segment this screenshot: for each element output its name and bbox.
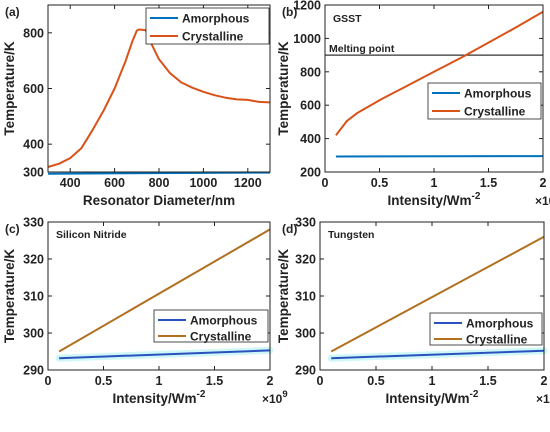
plot-area	[320, 222, 544, 370]
x-axis-label-exponent: -2	[472, 191, 481, 202]
legend-label-amorphous: Amorphous	[466, 317, 534, 331]
y-tick-label: 300	[23, 166, 44, 180]
legend-label-amorphous: Amorphous	[190, 314, 258, 328]
y-axis-label: Temperature/K	[2, 249, 17, 344]
x-tick-label: 0.5	[367, 374, 384, 388]
x-axis-multiplier: ×109	[535, 191, 550, 208]
x-tick-label: 1.5	[480, 176, 497, 190]
y-tick-label: 600	[23, 82, 44, 96]
series-line-amorphous	[331, 349, 545, 360]
x-tick-label: 400	[60, 176, 81, 190]
series-line-crystalline	[330, 235, 545, 353]
x-tick-label: 0.5	[95, 374, 112, 388]
legend: Amorphous Crystalline	[153, 309, 269, 344]
x-tick-label: 0.5	[371, 176, 388, 190]
series-line-amorphous	[47, 171, 271, 175]
series-line-crystalline	[58, 228, 271, 353]
chart-panel-2: Melting point 0 0.5 1 1.5 2 200 400 600 800 1000 12…	[276, 0, 550, 208]
x-tick-label: 1.5	[206, 374, 223, 388]
x-axis-multiplier: ×109	[536, 389, 550, 406]
legend-label-crystalline: Crystalline	[466, 333, 528, 347]
x-tick-label: 1200	[234, 176, 262, 190]
y-tick-label: 200	[300, 166, 321, 180]
x-axis-multiplier: ×109	[262, 389, 288, 406]
x-axis-label: Intensity/Wm-2	[388, 191, 481, 208]
y-tick-label: 400	[23, 138, 44, 152]
x-axis-label: Resonator Diameter/nm	[83, 193, 235, 208]
x-tick-label: 0	[317, 374, 324, 388]
x-tick-label: 800	[149, 176, 170, 190]
legend-label-crystalline: Crystalline	[182, 30, 244, 44]
panel-label: (d)	[282, 222, 297, 236]
x-tick-label: 1	[431, 176, 438, 190]
legend-box	[145, 7, 270, 45]
y-axis-label: Temperature/K	[276, 41, 291, 136]
y-axis-label: Temperature/K	[2, 41, 17, 136]
legend-label-amorphous: Amorphous	[182, 12, 250, 26]
inset-material-label: GSST	[333, 13, 362, 25]
x-tick-label: 1.5	[479, 374, 496, 388]
y-tick-label: 290	[23, 364, 44, 378]
y-tick-label: 320	[23, 253, 44, 267]
x-axis-label: Intensity/Wm-2	[386, 389, 479, 406]
series-line-crystalline	[335, 10, 544, 136]
x-tick-label: 2	[267, 374, 274, 388]
y-tick-label: 330	[23, 216, 44, 230]
panel-label: (a)	[5, 5, 20, 19]
legend-box	[427, 82, 542, 120]
x-tick-label: 600	[104, 176, 125, 190]
y-tick-label: 330	[295, 216, 316, 230]
legend: Amorphous Crystalline	[145, 7, 270, 45]
inset-material-label: Silicon Nitride	[56, 229, 127, 241]
legend-label-crystalline: Crystalline	[190, 330, 252, 344]
legend-label-crystalline: Crystalline	[464, 105, 526, 119]
chart-panel-1: 400 600 800 1000 1200 300 400 600 800 Temperature…	[2, 4, 271, 208]
x-axis-label-exponent: -2	[197, 389, 206, 400]
y-tick-label: 600	[300, 99, 321, 113]
x-tick-label: 2	[541, 374, 548, 388]
chart-panel-4: 0 0.5 1 1.5 2 290 300 310 320 330 Temperature/K Int…	[276, 216, 550, 407]
legend: Amorphous Crystalline	[427, 82, 542, 120]
y-tick-label: 320	[295, 253, 316, 267]
y-tick-label: 800	[23, 26, 44, 40]
y-tick-label: 1000	[293, 32, 321, 46]
y-tick-label: 400	[300, 132, 321, 146]
legend-box	[153, 309, 269, 343]
x-tick-label: 1	[156, 374, 163, 388]
y-tick-label: 310	[295, 290, 316, 304]
legend-label-amorphous: Amorphous	[464, 87, 532, 101]
x-tick-label: 1000	[189, 176, 217, 190]
y-tick-label: 300	[23, 327, 44, 341]
inset-material-label: Tungsten	[328, 229, 374, 241]
y-tick-label: 310	[23, 290, 44, 304]
panel-label: (c)	[5, 222, 20, 236]
plot-area	[48, 222, 270, 370]
series-line-amorphous	[59, 349, 271, 360]
y-axis-label: Temperature/K	[276, 249, 291, 344]
x-axis-label: Intensity/Wm-2	[113, 389, 206, 406]
y-tick-label: 300	[295, 327, 316, 341]
y-tick-label: 1200	[293, 0, 321, 13]
x-tick-label: 0	[322, 176, 329, 190]
chart-panel-3: 0 0.5 1 1.5 2 290 300 310 320 330 Temperature/K Int…	[2, 216, 288, 407]
y-tick-label: 800	[300, 65, 321, 79]
y-tick-label: 290	[295, 364, 316, 378]
panel-label: (b)	[282, 5, 297, 19]
melting-point-label: Melting point	[329, 43, 395, 55]
legend: Amorphous Crystalline	[429, 312, 543, 347]
x-tick-label: 2	[540, 176, 547, 190]
x-axis-label-exponent: -2	[470, 389, 479, 400]
x-tick-label: 0	[45, 374, 52, 388]
x-tick-label: 1	[429, 374, 436, 388]
